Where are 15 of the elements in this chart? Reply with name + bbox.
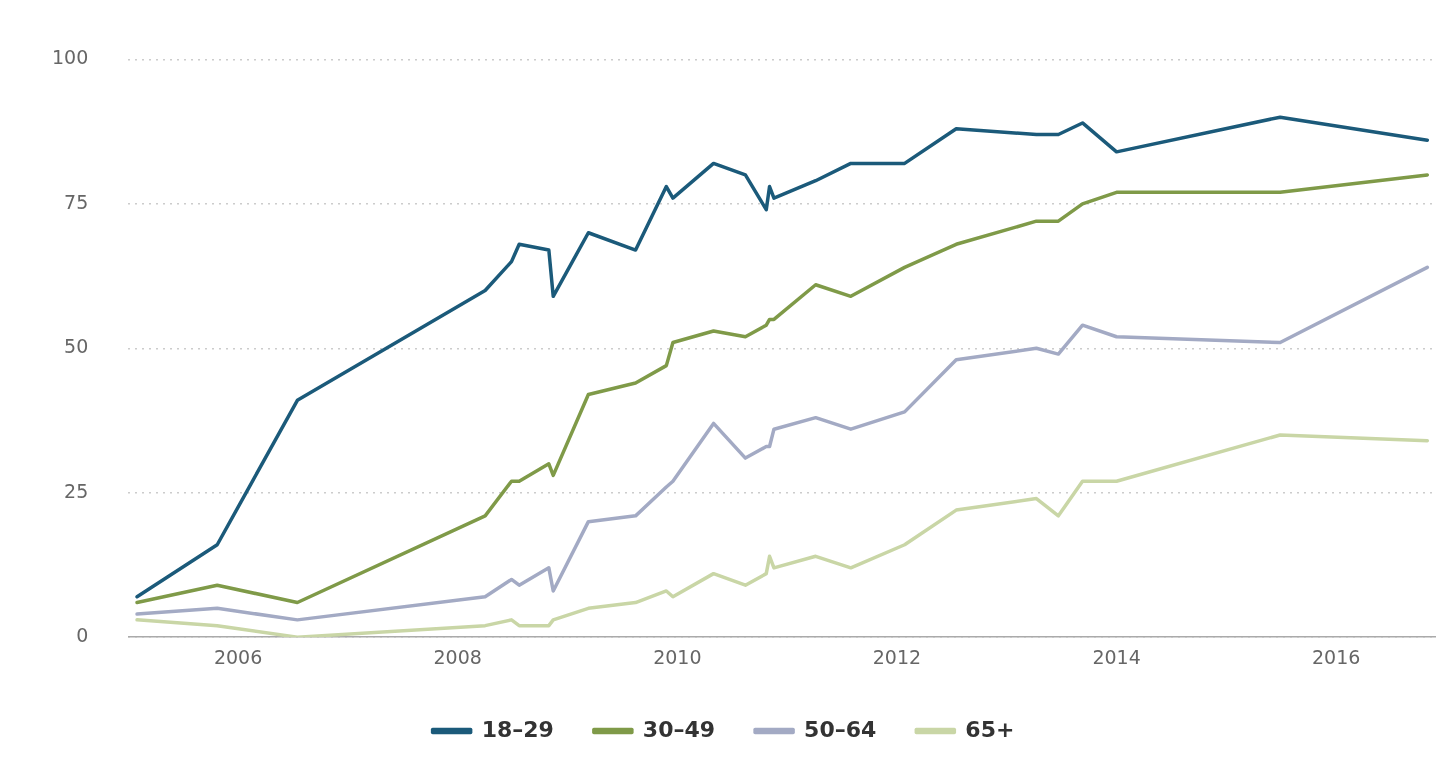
x-tick-label: 2016 bbox=[1311, 645, 1361, 668]
y-tick-label: 50 bbox=[64, 335, 89, 358]
legend-label: 18–29 bbox=[481, 716, 554, 742]
y-tick-label: 0 bbox=[76, 624, 89, 647]
y-tick-label: 25 bbox=[64, 479, 89, 502]
legend-label: 65+ bbox=[965, 716, 1015, 742]
y-tick-label: 75 bbox=[64, 190, 89, 213]
x-tick-label: 2008 bbox=[433, 645, 482, 668]
x-tick-label: 2012 bbox=[872, 645, 922, 668]
legend-label: 50–64 bbox=[804, 716, 877, 742]
legend-label: 30–49 bbox=[642, 716, 716, 742]
y-tick-label: 100 bbox=[52, 46, 89, 69]
x-tick-label: 2006 bbox=[213, 645, 263, 668]
x-tick-label: 2014 bbox=[1092, 645, 1141, 668]
x-tick-label: 2010 bbox=[653, 645, 702, 668]
